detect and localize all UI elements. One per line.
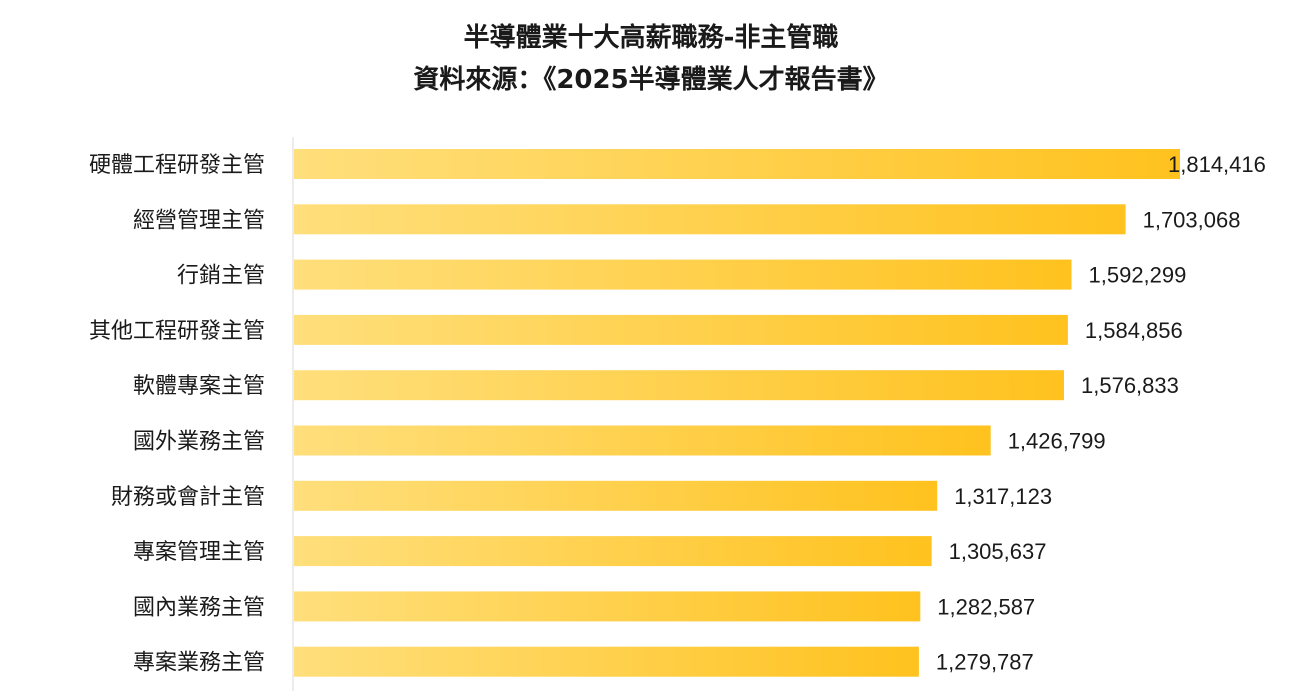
- chart-subtitle: 資料來源：《2025半導體業人才報告書》: [413, 64, 888, 95]
- bar-10: [294, 646, 919, 677]
- category-label-6: 國外業務主管: [133, 430, 265, 455]
- bar-5: [294, 370, 1064, 401]
- value-label-4: 1,584,856: [1085, 318, 1183, 343]
- category-label-10: 專案業務主管: [133, 651, 265, 676]
- bar-9: [294, 591, 921, 622]
- bar-8: [294, 536, 932, 567]
- value-label-9: 1,282,587: [937, 594, 1035, 619]
- bar-4: [294, 314, 1068, 345]
- category-label-3: 行銷主管: [177, 264, 265, 289]
- value-label-2: 1,703,068: [1143, 207, 1241, 232]
- value-label-7: 1,317,123: [954, 484, 1052, 509]
- bar-3: [294, 259, 1072, 290]
- value-label-10: 1,279,787: [936, 650, 1034, 675]
- value-label-3: 1,592,299: [1089, 263, 1187, 288]
- bar-6: [294, 425, 991, 456]
- bar-7: [294, 480, 938, 511]
- value-label-8: 1,305,637: [949, 539, 1047, 564]
- chart-title: 半導體業十大高薪職務-非主管職: [464, 22, 839, 53]
- category-label-7: 財務或會計主管: [111, 485, 265, 510]
- category-label-9: 國內業務主管: [133, 595, 265, 620]
- value-label-1: 1,814,416: [1168, 152, 1266, 177]
- value-label-5: 1,576,833: [1081, 373, 1179, 398]
- value-label-6: 1,426,799: [1008, 429, 1106, 454]
- category-label-2: 經營管理主管: [133, 208, 265, 233]
- bars-group: 硬體工程研發主管 1,814,416 經營管理主管 1,703,068 行銷主管 1,59…: [89, 149, 1266, 677]
- category-label-5: 軟體專案主管: [133, 374, 265, 399]
- bar-1: [294, 149, 1180, 179]
- category-label-8: 專案管理主管: [133, 540, 265, 565]
- category-label-4: 其他工程研發主管: [89, 319, 265, 344]
- bar-2: [294, 204, 1126, 235]
- category-label-1: 硬體工程研發主管: [89, 153, 265, 178]
